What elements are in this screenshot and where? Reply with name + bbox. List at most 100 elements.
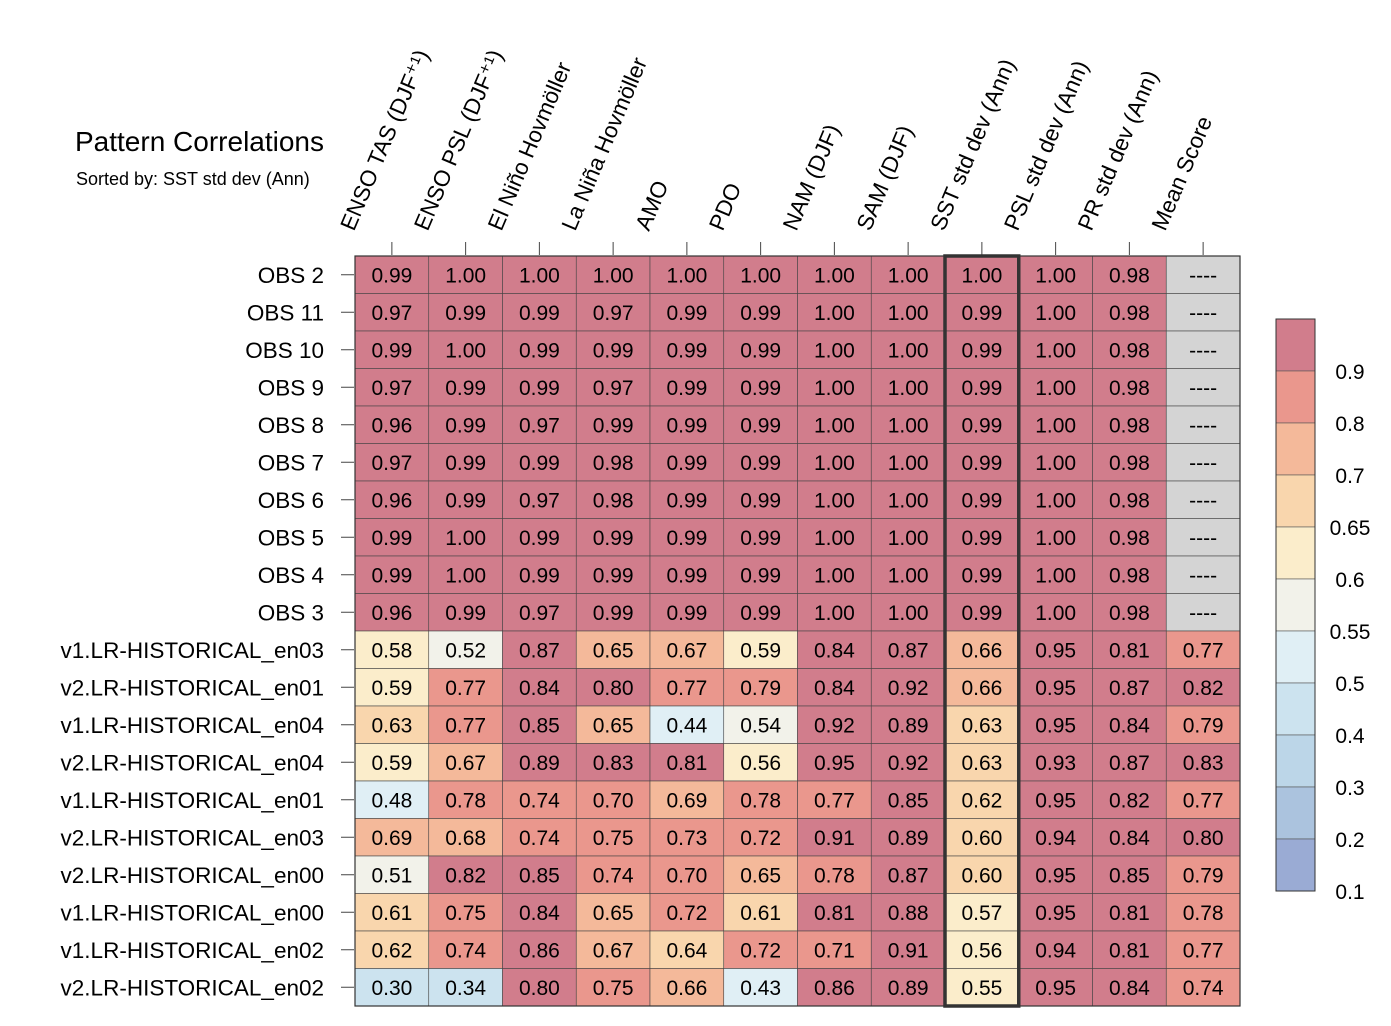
cell-value-label: 0.81 <box>1109 639 1150 662</box>
heatmap-cell <box>1018 780 1093 819</box>
cell-value-label: 0.74 <box>1183 977 1224 1000</box>
cell-value-label: 1.00 <box>1035 302 1076 325</box>
cell-value-label: 0.99 <box>371 264 412 287</box>
cell-value-label: 1.00 <box>888 414 929 437</box>
cell-value-label: 0.52 <box>445 639 486 662</box>
cell-value-label: 1.00 <box>814 302 855 325</box>
cell-value-label: 0.96 <box>371 414 412 437</box>
cell-value-label: 0.84 <box>1109 977 1150 1000</box>
heatmap-cell <box>354 705 430 744</box>
heatmap-cell <box>354 630 430 669</box>
cell-value-label: 0.81 <box>1109 902 1150 925</box>
cell-value-label: 0.87 <box>1109 752 1150 775</box>
heatmap-cell <box>649 330 725 369</box>
heatmap-cell <box>575 705 651 744</box>
cell-value-label: 1.00 <box>888 264 929 287</box>
heatmap-cell <box>870 293 946 332</box>
cell-value-label: 0.83 <box>1183 752 1224 775</box>
cell-value-label: 0.68 <box>445 827 486 850</box>
heatmap-cell <box>1165 443 1241 482</box>
cell-value-label: 0.95 <box>1035 677 1076 700</box>
cell-value-label: 1.00 <box>814 452 855 475</box>
heatmap-cell <box>575 480 651 519</box>
cell-value-label: 0.78 <box>1183 902 1224 925</box>
colorbar-swatch <box>1275 370 1316 424</box>
cell-value-label: ---- <box>1189 602 1217 625</box>
cell-value-label: ---- <box>1189 527 1217 550</box>
cell-value-label: 0.99 <box>740 339 781 362</box>
heatmap-cell <box>1165 743 1241 782</box>
cell-value-label: 0.98 <box>1109 602 1150 625</box>
heatmap-cell <box>870 893 946 932</box>
cell-value-label: 1.00 <box>888 339 929 362</box>
cell-value-label: 0.98 <box>1109 302 1150 325</box>
heatmap-cell <box>575 668 651 707</box>
row-label: v2.LR-HISTORICAL_en03 <box>61 825 324 850</box>
heatmap-cell <box>354 930 430 969</box>
heatmap-cell <box>1092 705 1167 744</box>
heatmap-cell <box>870 368 946 407</box>
cell-value-label: 0.77 <box>1183 789 1224 812</box>
heatmap-cell <box>723 593 798 632</box>
heatmap-cell <box>723 293 798 332</box>
heatmap-cell <box>1018 518 1093 557</box>
heatmap-cell <box>723 368 798 407</box>
heatmap-cell <box>723 668 798 707</box>
heatmap-cell <box>354 480 430 519</box>
heatmap-cell <box>1165 593 1241 632</box>
cell-value-label: 0.98 <box>1109 452 1150 475</box>
cell-value-label: 0.67 <box>593 939 634 962</box>
cell-value-label: 0.99 <box>666 564 707 587</box>
cell-value-label: 0.81 <box>1109 939 1150 962</box>
heatmap-cell <box>1092 780 1167 819</box>
colorbar-swatch <box>1275 682 1316 736</box>
cell-value-label: 0.99 <box>961 602 1002 625</box>
cell-value-label: 0.99 <box>740 564 781 587</box>
cell-value-label: 0.54 <box>740 714 781 737</box>
cell-value-label: 0.91 <box>888 939 929 962</box>
cell-value-label: 0.98 <box>1109 414 1150 437</box>
heatmap-cell <box>575 293 651 332</box>
cell-value-label: 0.99 <box>961 527 1002 550</box>
chart-subtitle: Sorted by: SST std dev (Ann) <box>76 169 310 189</box>
heatmap-cell <box>1092 930 1167 969</box>
row-label: v1.LR-HISTORICAL_en04 <box>61 713 324 738</box>
cell-value-label: 0.82 <box>445 864 486 887</box>
cell-value-label: 1.00 <box>1035 602 1076 625</box>
colorbar-swatch <box>1275 422 1316 476</box>
heatmap-cell <box>502 293 577 332</box>
cell-value-label: 0.99 <box>666 452 707 475</box>
cell-value-label: 1.00 <box>961 264 1002 287</box>
heatmap-cell <box>649 855 725 894</box>
cell-value-label: 1.00 <box>445 564 486 587</box>
heatmap-cell <box>428 405 503 444</box>
row-label: OBS 5 <box>258 525 324 550</box>
cell-value-label: 0.95 <box>814 752 855 775</box>
heatmap-cell <box>428 818 503 857</box>
cell-value-label: 1.00 <box>1035 564 1076 587</box>
colorbar-swatch <box>1275 838 1316 892</box>
cell-value-label: 0.99 <box>519 377 560 400</box>
cell-value-label: 0.86 <box>814 977 855 1000</box>
colorbar-swatch <box>1275 630 1316 684</box>
cell-value-label: 0.60 <box>961 864 1002 887</box>
colorbar-swatch <box>1275 734 1316 788</box>
cell-value-label: 0.77 <box>445 677 486 700</box>
cell-value-label: 1.00 <box>666 264 707 287</box>
cell-value-label: 0.84 <box>519 677 560 700</box>
cell-value-label: 1.00 <box>1035 489 1076 512</box>
cell-value-label: 0.59 <box>740 639 781 662</box>
cell-value-label: 0.72 <box>740 939 781 962</box>
cell-value-label: 0.99 <box>593 564 634 587</box>
cell-value-label: 0.70 <box>593 789 634 812</box>
heatmap-cell <box>1165 968 1241 1007</box>
cell-value-label: 1.00 <box>814 602 855 625</box>
heatmap-cell <box>797 330 872 369</box>
heatmap-cell <box>1165 368 1241 407</box>
heatmap-cell <box>428 705 503 744</box>
heatmap-cell <box>428 293 503 332</box>
cell-value-label: 0.99 <box>666 489 707 512</box>
cell-value-label: 1.00 <box>593 264 634 287</box>
cell-value-label: 0.94 <box>1035 827 1076 850</box>
heatmap-cell <box>870 930 946 969</box>
